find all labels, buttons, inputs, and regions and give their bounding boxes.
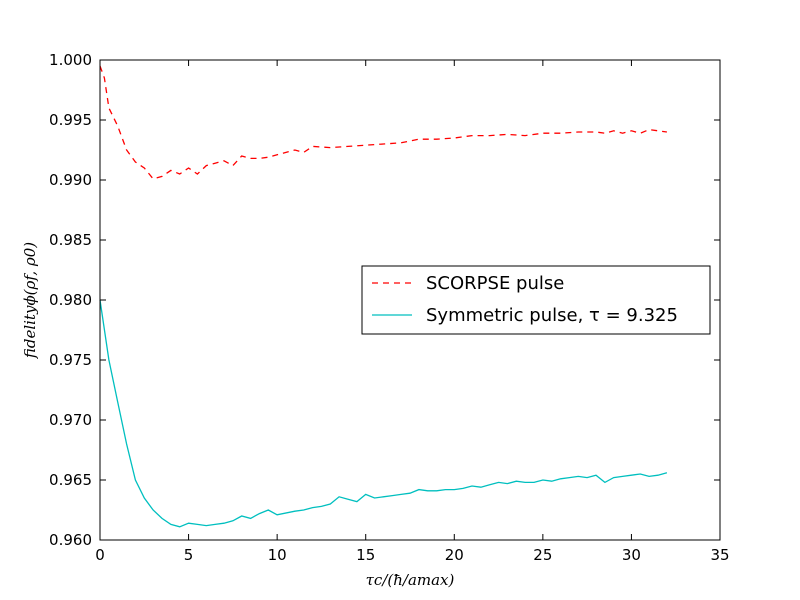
y-tick-label: 0.990 bbox=[49, 171, 92, 189]
x-tick-label: 20 bbox=[445, 546, 464, 564]
legend-box bbox=[361, 265, 711, 335]
x-tick-label: 5 bbox=[184, 546, 194, 564]
x-tick-label: 35 bbox=[710, 546, 729, 564]
series-line-symmetric bbox=[99, 299, 668, 528]
series-line-scorpse bbox=[99, 65, 667, 180]
legend-label-scorpse: SCORPSE pulse bbox=[426, 273, 564, 294]
y-tick-label: 0.965 bbox=[49, 471, 92, 489]
y-tick-label: 0.985 bbox=[49, 231, 92, 249]
y-tick-label: 0.995 bbox=[49, 111, 92, 129]
y-tick-label: 0.960 bbox=[49, 531, 92, 549]
x-tick-label: 15 bbox=[356, 546, 375, 564]
y-tick-label: 1.000 bbox=[49, 51, 92, 69]
y-tick-label: 0.970 bbox=[49, 411, 92, 429]
legend-label-symmetric: Symmetric pulse, τ = 9.325 bbox=[426, 305, 678, 326]
x-tick-label: 25 bbox=[533, 546, 552, 564]
y-tick-label: 0.980 bbox=[49, 291, 92, 309]
ticks-layer: 0 5 10 15 20 25 30 35 0.960 0.965 0.970 0.975 0.980 0… bbox=[49, 51, 730, 564]
x-tick-label: 30 bbox=[622, 546, 641, 564]
x-tick-label: 0 bbox=[95, 546, 105, 564]
x-axis-label: τc/(ħ/amax) bbox=[366, 571, 455, 589]
series-layer bbox=[99, 65, 668, 528]
x-tick-label: 10 bbox=[268, 546, 287, 564]
y-tick-label: 0.975 bbox=[49, 351, 92, 369]
legend: SCORPSE pulse Symmetric pulse, τ = 9.325 bbox=[361, 265, 711, 335]
y-axis-label: fidelityϕ(ρf, ρ0) bbox=[21, 242, 39, 359]
